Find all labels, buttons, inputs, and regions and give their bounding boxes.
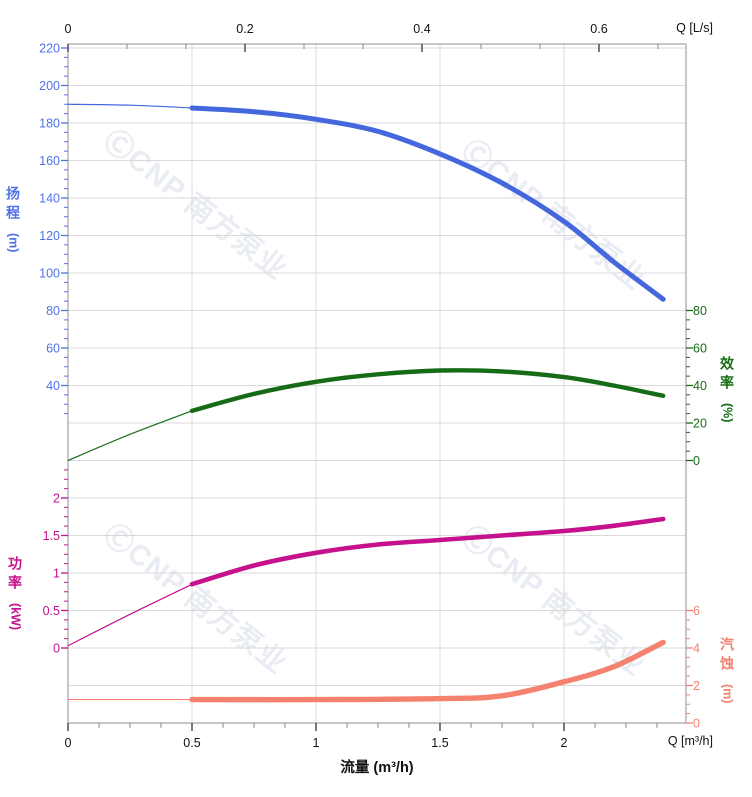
svg-text:80: 80: [46, 304, 60, 318]
head-axis-unit: (m): [6, 233, 21, 253]
svg-text:200: 200: [39, 79, 60, 93]
svg-text:0.5: 0.5: [43, 604, 60, 618]
svg-text:1.5: 1.5: [43, 529, 60, 543]
power-axis-title-text: 功率: [7, 556, 23, 594]
svg-text:2: 2: [693, 679, 700, 693]
svg-text:100: 100: [39, 266, 60, 280]
svg-text:6: 6: [693, 604, 700, 618]
svg-text:0: 0: [693, 716, 700, 730]
head-axis-ticks: 220 200 180 160 140 120 100 80 60 40: [39, 41, 68, 415]
svg-text:0: 0: [53, 641, 60, 655]
svg-text:1: 1: [53, 566, 60, 580]
power-axis-title: 功率 (kW): [7, 556, 23, 631]
efficiency-axis-title-text: 效率: [719, 356, 735, 394]
efficiency-curve: [189, 368, 666, 414]
svg-text:2: 2: [561, 736, 568, 750]
head-axis-title: 扬程 (m): [5, 186, 21, 253]
svg-text:0: 0: [65, 22, 72, 36]
svg-text:0.6: 0.6: [590, 22, 607, 36]
grid-lines: [68, 44, 686, 723]
svg-text:160: 160: [39, 154, 60, 168]
top-axis-ticks: 0 0.2 0.4 0.6: [65, 22, 659, 52]
efficiency-axis-unit: (%): [720, 403, 735, 423]
svg-text:2: 2: [53, 491, 60, 505]
npsh-axis-title: 汽蚀 (m): [719, 637, 735, 704]
svg-text:0: 0: [65, 736, 72, 750]
power-axis-ticks: 2 1.5 1 0.5 0: [43, 469, 68, 655]
power-curve: [189, 516, 666, 587]
npsh-axis-title-text: 汽蚀: [719, 637, 735, 675]
npsh-curve: [189, 639, 666, 703]
flow-axis-title: 流量 (m³/h): [340, 760, 414, 776]
svg-text:40: 40: [46, 379, 60, 393]
svg-text:140: 140: [39, 191, 60, 205]
power-axis-unit: (kW): [8, 603, 23, 631]
svg-text:0.2: 0.2: [236, 22, 253, 36]
efficiency-axis-title: 效率 (%): [719, 356, 735, 423]
top-axis-unit-label: Q [L/s]: [676, 21, 713, 35]
svg-text:60: 60: [46, 341, 60, 355]
plot-border: [67, 43, 687, 724]
power-curve-thin: [67, 583, 193, 647]
efficiency-axis-ticks: 80 60 40 20 0: [686, 304, 707, 468]
bottom-axis-ticks: 0 0.5 1 1.5 2: [65, 723, 658, 750]
svg-text:180: 180: [39, 116, 60, 130]
head-curve: [189, 105, 666, 302]
svg-text:0.4: 0.4: [413, 22, 430, 36]
svg-text:220: 220: [39, 41, 60, 55]
svg-text:0.5: 0.5: [183, 736, 200, 750]
npsh-axis-unit: (m): [720, 684, 735, 704]
svg-text:80: 80: [693, 304, 707, 318]
head-axis-title-text: 扬程: [5, 186, 21, 224]
efficiency-curve-thin: [67, 410, 193, 462]
svg-text:60: 60: [693, 341, 707, 355]
bottom-axis-unit-label: Q [m³/h]: [667, 734, 713, 748]
svg-text:0: 0: [693, 454, 700, 468]
npsh-axis-ticks: 6 4 2 0: [686, 604, 700, 730]
svg-text:4: 4: [693, 641, 700, 655]
svg-text:40: 40: [693, 379, 707, 393]
svg-text:120: 120: [39, 229, 60, 243]
svg-text:1: 1: [313, 736, 320, 750]
svg-text:1.5: 1.5: [431, 736, 448, 750]
svg-text:20: 20: [693, 416, 707, 430]
head-curve-thin: [67, 103, 193, 109]
